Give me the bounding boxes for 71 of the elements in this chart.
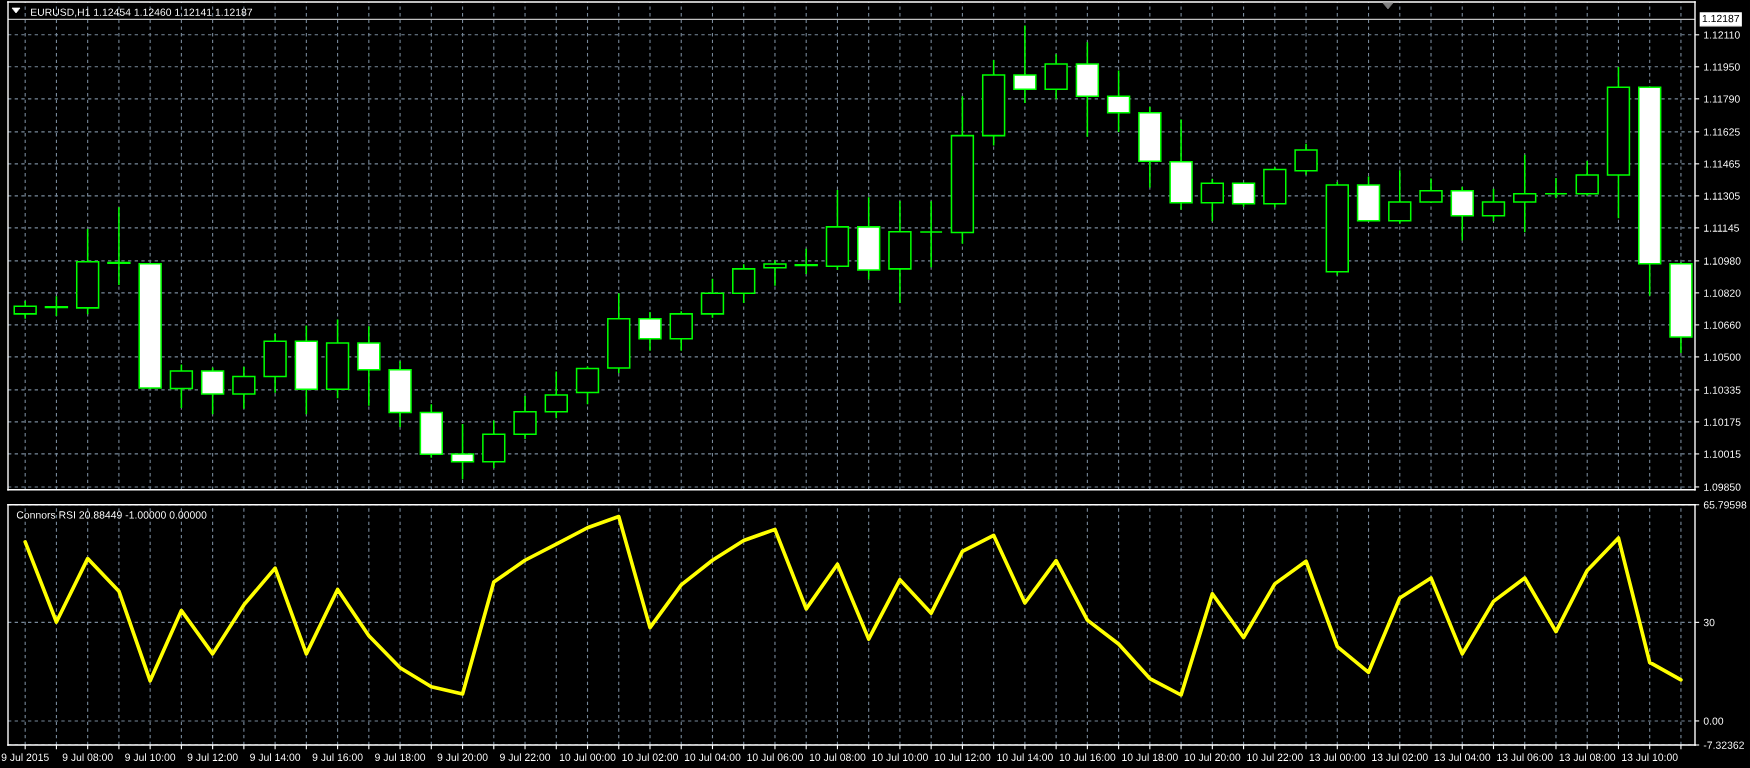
y-tick-label: 1.10500 bbox=[1704, 353, 1741, 361]
candlestick bbox=[544, 370, 568, 420]
x-tick-label: 9 Jul 16:00 bbox=[312, 753, 363, 761]
x-tick-label: 10 Jul 22:00 bbox=[1247, 753, 1303, 761]
y-tick-label: -7.32362 bbox=[1703, 741, 1744, 749]
x-tick-label: 10 Jul 08:00 bbox=[809, 753, 866, 761]
y-tick-label: 1.10335 bbox=[1704, 386, 1741, 394]
candlestick bbox=[1481, 187, 1506, 223]
x-tick-label: 9 Jul 12:00 bbox=[187, 753, 238, 761]
x-tick-label: 9 Jul 10:00 bbox=[125, 753, 176, 761]
candlestick bbox=[700, 277, 725, 319]
candlestick bbox=[450, 423, 475, 481]
y-tick-label: 1.11790 bbox=[1704, 95, 1740, 103]
x-tick-label: 13 Jul 04:00 bbox=[1434, 753, 1491, 761]
y-tick-label: 1.10175 bbox=[1704, 418, 1741, 426]
x-tick-label: 13 Jul 06:00 bbox=[1497, 753, 1553, 761]
x-tick-label: 9 Jul 2015 bbox=[1, 753, 49, 761]
y-tick-label: 1.10820 bbox=[1704, 289, 1741, 297]
ref-line-label: 1.12187 bbox=[1702, 14, 1740, 23]
x-tick-label: 10 Jul 18:00 bbox=[1122, 753, 1178, 761]
x-tick-label: 10 Jul 04:00 bbox=[684, 753, 741, 761]
y-tick-label: 65.79598 bbox=[1703, 501, 1747, 509]
y-tick-label: 0.00 bbox=[1703, 717, 1724, 725]
candlestick bbox=[200, 366, 225, 416]
candlestick bbox=[513, 395, 537, 440]
x-tick-label: 13 Jul 08:00 bbox=[1559, 753, 1616, 761]
text: EURUSD,H1 1.12454 1.12460 1.12141 1.12187 bbox=[31, 8, 253, 18]
y-tick-label: 1.10015 bbox=[1704, 450, 1741, 458]
x-tick-label: 10 Jul 10:00 bbox=[872, 753, 928, 761]
candlestick bbox=[1231, 182, 1256, 208]
y-tick-label: 1.10660 bbox=[1704, 321, 1741, 329]
candlestick bbox=[232, 365, 256, 410]
y-tick-label: 1.11625 bbox=[1704, 128, 1740, 136]
y-tick-label: 1.11950 bbox=[1704, 63, 1740, 71]
candlestick bbox=[919, 200, 943, 269]
y-tick-label: 1.12110 bbox=[1704, 31, 1740, 39]
x-tick-label: 9 Jul 18:00 bbox=[375, 753, 426, 761]
x-tick-label: 10 Jul 06:00 bbox=[747, 753, 803, 761]
x-tick-label: 10 Jul 16:00 bbox=[1059, 753, 1116, 761]
chart-title: Connors RSI 20.88449 -1.00000 0.00000 bbox=[16, 511, 207, 519]
y-tick-label: 30 bbox=[1703, 618, 1715, 627]
candlestick bbox=[1544, 177, 1568, 200]
x-tick-label: 13 Jul 00:00 bbox=[1309, 753, 1366, 761]
x-tick-label: 9 Jul 22:00 bbox=[500, 753, 551, 761]
x-tick-label: 10 Jul 02:00 bbox=[622, 753, 678, 761]
x-tick-label: 13 Jul 02:00 bbox=[1372, 753, 1428, 761]
x-tick-label: 10 Jul 00:00 bbox=[559, 753, 616, 761]
x-tick-label: 13 Jul 10:00 bbox=[1622, 753, 1678, 761]
candlestick bbox=[763, 259, 787, 287]
candlestick bbox=[1200, 178, 1225, 223]
x-tick-label: 10 Jul 14:00 bbox=[997, 753, 1053, 761]
y-tick-label: 1.11465 bbox=[1704, 160, 1740, 168]
candlestick bbox=[1419, 177, 1443, 204]
y-tick-label: 1.11305 bbox=[1704, 192, 1740, 200]
candlestick bbox=[1294, 142, 1318, 176]
y-tick-label: 1.11145 bbox=[1704, 224, 1740, 232]
x-tick-label: 10 Jul 20:00 bbox=[1184, 753, 1241, 761]
candlestick bbox=[169, 363, 194, 409]
candlestick bbox=[1106, 69, 1131, 133]
x-tick-label: 9 Jul 14:00 bbox=[250, 753, 301, 761]
x-tick-label: 9 Jul 08:00 bbox=[62, 753, 113, 761]
x-tick-label: 9 Jul 20:00 bbox=[437, 753, 488, 761]
candlestick bbox=[1388, 169, 1412, 225]
y-tick-label: 1.10980 bbox=[1704, 257, 1741, 265]
candlestick bbox=[1013, 24, 1037, 104]
candlestick bbox=[1513, 154, 1537, 234]
x-tick-label: 10 Jul 12:00 bbox=[934, 753, 991, 761]
candlestick bbox=[638, 311, 662, 352]
candlestick bbox=[1575, 160, 1599, 197]
y-tick-label: 1.09850 bbox=[1704, 483, 1741, 491]
candlestick bbox=[107, 206, 131, 286]
